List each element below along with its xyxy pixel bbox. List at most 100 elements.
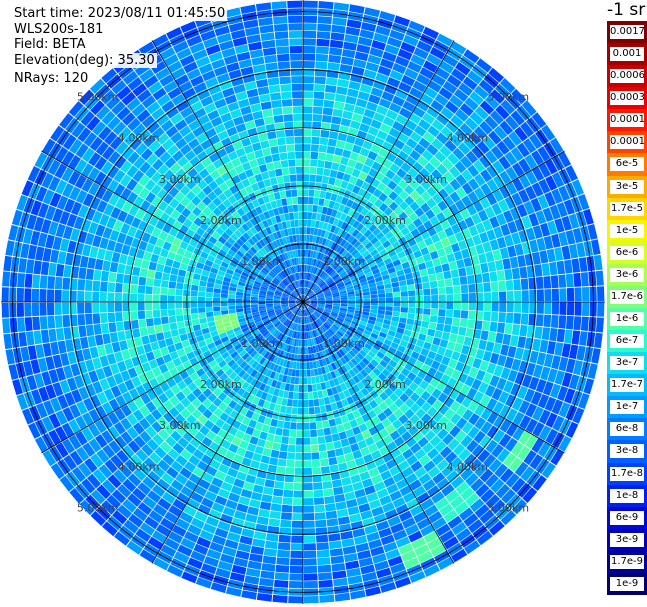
beta-cell [379,331,387,339]
beta-cell [333,300,341,302]
beta-cell [378,401,389,412]
beta-cell [266,296,274,299]
beta-cell [282,269,288,277]
beta-cell [393,195,404,206]
beta-cell [394,15,411,27]
beta-cell [333,302,341,304]
beta-cell [282,294,289,298]
beta-cell [285,406,292,414]
beta-cell [519,266,528,279]
beta-cell [87,335,97,348]
beta-cell [294,460,303,468]
beta-cell [112,510,128,525]
beta-cell [102,365,113,378]
beta-cell [512,411,525,426]
beta-cell [308,291,314,297]
beta-cell [381,91,395,102]
beta-cell [171,93,186,106]
beta-cell [465,472,479,487]
beta-cell [353,355,362,364]
beta-cell [324,230,330,239]
beta-cell [268,518,281,527]
beta-cell [324,307,332,312]
beta-cell [180,185,191,196]
beta-cell [393,156,405,168]
beta-cell [259,357,266,365]
beta-cell [436,478,450,491]
beta-cell [308,273,313,281]
beta-cell [152,87,167,101]
beta-cell [430,344,439,353]
beta-cell [243,521,256,531]
beta-cell [320,262,326,270]
beta-cell [52,354,63,369]
beta-cell [160,287,168,295]
beta-cell [307,384,313,392]
beta-cell [421,320,430,329]
beta-cell [117,330,126,342]
beta-cell [69,450,84,466]
beta-cell [367,443,379,453]
beta-cell [311,212,317,220]
beta-cell [520,313,529,325]
beta-cell [476,530,493,546]
beta-cell [236,471,247,481]
beta-cell [369,380,379,390]
beta-cell [342,322,350,328]
beta-cell [290,306,297,311]
beta-cell [338,164,347,173]
beta-cell [436,248,446,258]
beta-cell [94,334,104,346]
beta-cell [169,351,179,361]
beta-cell [394,245,404,254]
beta-cell [314,512,326,520]
beta-cell [323,288,330,293]
beta-cell [324,349,331,357]
beta-cell [133,435,146,449]
beta-cell [303,467,313,475]
beta-cell [41,219,52,234]
beta-cell [65,252,74,266]
beta-cell [325,321,332,327]
beta-cell [368,223,378,233]
colorbar-tick-label: 3e-8 [610,444,644,459]
beta-cell [336,455,346,464]
beta-cell [405,94,420,106]
beta-cell [370,236,379,245]
beta-cell [297,407,303,415]
beta-cell [313,285,319,292]
beta-cell [488,458,502,473]
beta-cell [205,226,215,236]
beta-cell [365,326,373,333]
beta-cell [330,242,337,250]
beta-cell [284,269,290,276]
beta-cell [427,80,442,93]
beta-cell [340,297,348,300]
beta-cell [274,579,289,588]
beta-cell [370,290,378,295]
beta-cell [77,302,85,314]
beta-cell [441,263,450,272]
beta-cell [477,449,491,463]
beta-cell [338,348,346,357]
beta-cell [333,440,342,449]
beta-cell [203,332,212,340]
beta-cell [422,479,436,492]
beta-cell [407,167,419,179]
beta-cell [170,460,184,473]
beta-cell [69,488,85,504]
beta-cell [334,147,344,156]
beta-cell [390,562,406,574]
beta-cell [474,173,486,187]
beta-cell [427,537,443,550]
beta-cell [385,458,398,470]
beta-cell [377,261,386,268]
beta-cell [227,205,237,214]
beta-cell [208,272,217,279]
beta-cell [204,490,217,502]
beta-cell [307,316,311,323]
beta-cell [179,370,189,380]
beta-cell [334,360,341,369]
azimuth-spoke [302,301,565,454]
colorbar-tick-label: 0.0006 [610,69,644,84]
